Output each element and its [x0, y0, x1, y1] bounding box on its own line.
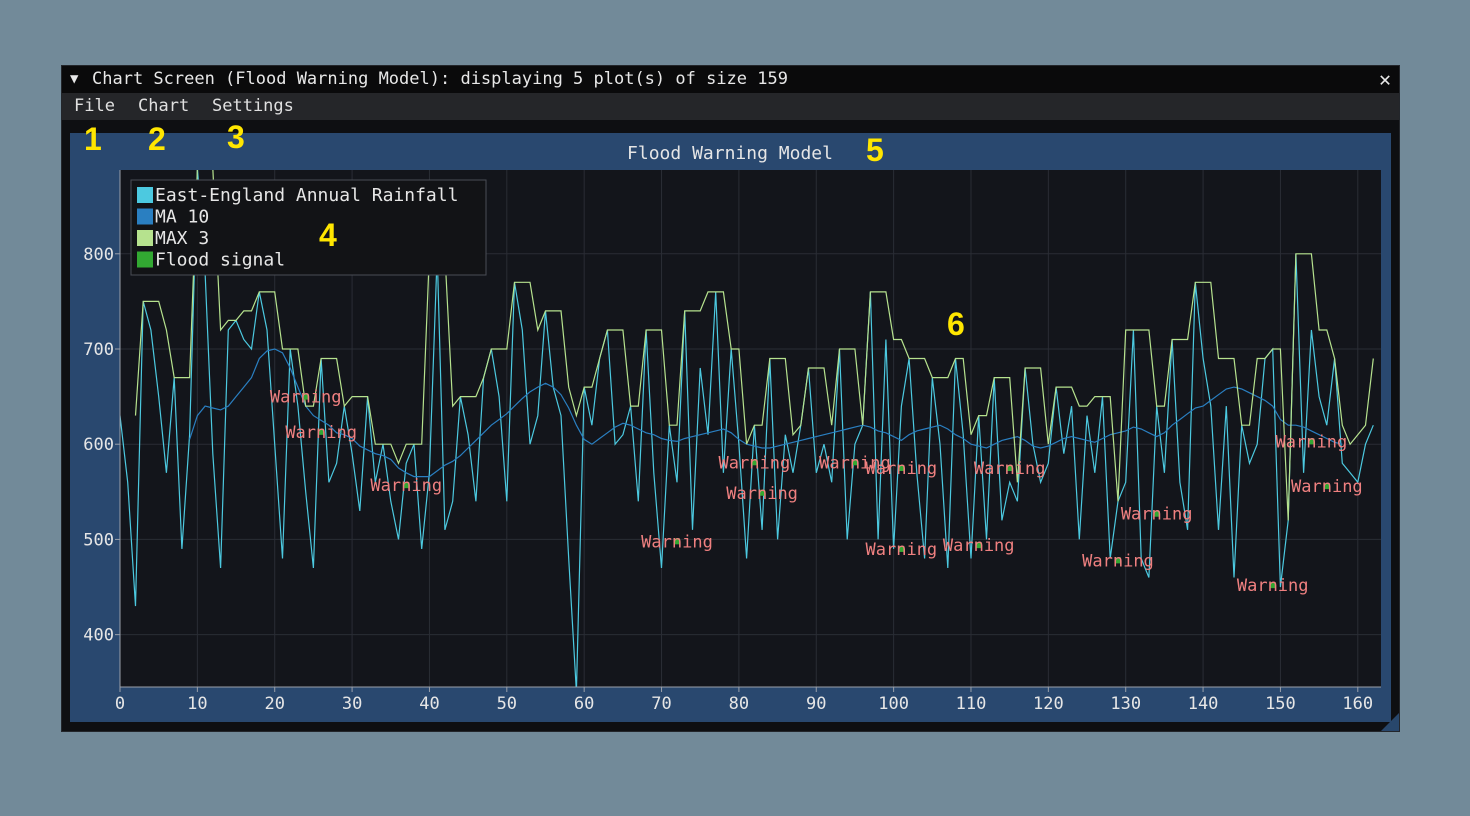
- x-tick-label: 110: [956, 694, 987, 714]
- flood-signal-marker: [302, 393, 309, 400]
- warning-label: Warning: [270, 388, 342, 408]
- x-tick-label: 120: [1033, 694, 1064, 714]
- legend-swatch: [137, 187, 153, 203]
- annotation-3: 3: [227, 119, 245, 155]
- y-tick-label: 500: [83, 530, 114, 550]
- y-axis-ticks: 400 500 600 700 800: [83, 245, 120, 646]
- x-tick-label: 40: [419, 694, 439, 714]
- warning-label: Warning: [719, 453, 791, 473]
- annotation-4: 4: [319, 217, 337, 253]
- warning-label: Warning: [285, 423, 357, 443]
- y-tick-label: 600: [83, 435, 114, 455]
- y-tick-label: 800: [83, 245, 114, 265]
- flood-signal-marker: [898, 465, 905, 472]
- warning-label: Warning: [726, 484, 798, 504]
- x-tick-label: 10: [187, 694, 207, 714]
- annotation-5: 5: [866, 132, 884, 168]
- menu-bar: File Chart Settings: [62, 93, 1399, 120]
- flood-signal-marker: [403, 482, 410, 489]
- legend-swatch: [137, 230, 153, 246]
- flood-signal-marker: [1308, 438, 1315, 445]
- legend-swatch: [137, 251, 153, 268]
- warning-label: Warning: [370, 476, 442, 496]
- flood-signal-marker: [851, 459, 858, 466]
- collapse-arrow-icon[interactable]: ▼: [70, 71, 79, 87]
- flood-signal-marker: [318, 428, 325, 435]
- x-tick-label: 20: [264, 694, 284, 714]
- x-tick-label: 0: [115, 694, 125, 714]
- chart-title: Flood Warning Model: [627, 143, 833, 164]
- warning-label: Warning: [866, 540, 938, 560]
- legend-entry[interactable]: East-England Annual Rainfall: [155, 185, 458, 206]
- x-tick-label: 160: [1342, 694, 1373, 714]
- legend-entry[interactable]: Flood signal: [155, 250, 285, 271]
- annotation-2: 2: [148, 121, 166, 157]
- x-tick-label: 150: [1265, 694, 1296, 714]
- series-ma10-line: [189, 348, 1343, 478]
- warning-label: Warning: [1121, 505, 1193, 525]
- menu-settings[interactable]: Settings: [212, 96, 294, 116]
- warning-label: Warning: [866, 459, 938, 479]
- close-icon[interactable]: ✕: [1378, 67, 1391, 91]
- menu-file[interactable]: File: [74, 96, 115, 116]
- x-tick-label: 70: [651, 694, 671, 714]
- flood-signal-marker: [1269, 582, 1276, 589]
- flood-signal-marker: [1323, 483, 1330, 490]
- series-rainfall-line: [120, 170, 1374, 687]
- x-axis-ticks: 0 10 20 30 40 50 60 70 80 90 100 110 120 130 140 150 160: [115, 687, 1373, 714]
- legend-entry[interactable]: MAX 3: [155, 228, 209, 249]
- annotation-1: 1: [84, 121, 102, 157]
- x-tick-label: 80: [729, 694, 749, 714]
- warning-label: Warning: [1082, 551, 1154, 571]
- flood-signal-marker: [751, 459, 758, 466]
- x-tick-label: 30: [342, 694, 362, 714]
- flood-signal-marker: [674, 538, 681, 545]
- legend-entry[interactable]: MA 10: [155, 207, 209, 228]
- warning-label: Warning: [641, 532, 713, 552]
- y-tick-label: 400: [83, 626, 114, 646]
- warning-label: Warning: [1291, 477, 1363, 497]
- x-tick-label: 130: [1110, 694, 1141, 714]
- flood-signal-marker: [898, 545, 905, 552]
- warning-label: Warning: [1237, 576, 1309, 596]
- x-tick-label: 140: [1188, 694, 1219, 714]
- x-tick-label: 60: [574, 694, 594, 714]
- y-tick-label: 700: [83, 340, 114, 360]
- annotation-6: 6: [947, 306, 965, 342]
- flood-signal-marker: [1114, 557, 1121, 564]
- legend-swatch: [137, 208, 153, 225]
- window-title: Chart Screen (Flood Warning Model): disp…: [92, 69, 788, 89]
- window-titlebar[interactable]: ▼ Chart Screen (Flood Warning Model): di…: [62, 66, 1399, 93]
- menu-chart[interactable]: Chart: [138, 96, 190, 116]
- plot-panel: Flood Warning Model 0 10 20 30 40 50 60 70 80 90 1…: [70, 133, 1391, 722]
- warning-label: Warning: [819, 453, 891, 473]
- flood-signal-marker: [975, 542, 982, 549]
- warning-label: Warning: [974, 459, 1046, 479]
- warning-label: Warning: [943, 536, 1015, 556]
- warning-labels: WarningWarningWarningWarningWarningWarni…: [270, 388, 1363, 597]
- resize-grip[interactable]: [1381, 713, 1399, 731]
- flood-signal-marker: [1153, 510, 1160, 517]
- chart-window: ▼ Chart Screen (Flood Warning Model): di…: [61, 65, 1400, 732]
- warning-label: Warning: [1276, 432, 1348, 452]
- flood-signal-marker: [1006, 465, 1013, 472]
- x-tick-label: 90: [806, 694, 826, 714]
- flood-signal-marker: [759, 489, 766, 496]
- flood-warning-chart[interactable]: Flood Warning Model 0 10 20 30 40 50 60 70 80 90 1…: [70, 133, 1391, 722]
- x-tick-label: 50: [497, 694, 517, 714]
- x-tick-label: 100: [878, 694, 909, 714]
- series-max3-line: [134, 170, 1374, 521]
